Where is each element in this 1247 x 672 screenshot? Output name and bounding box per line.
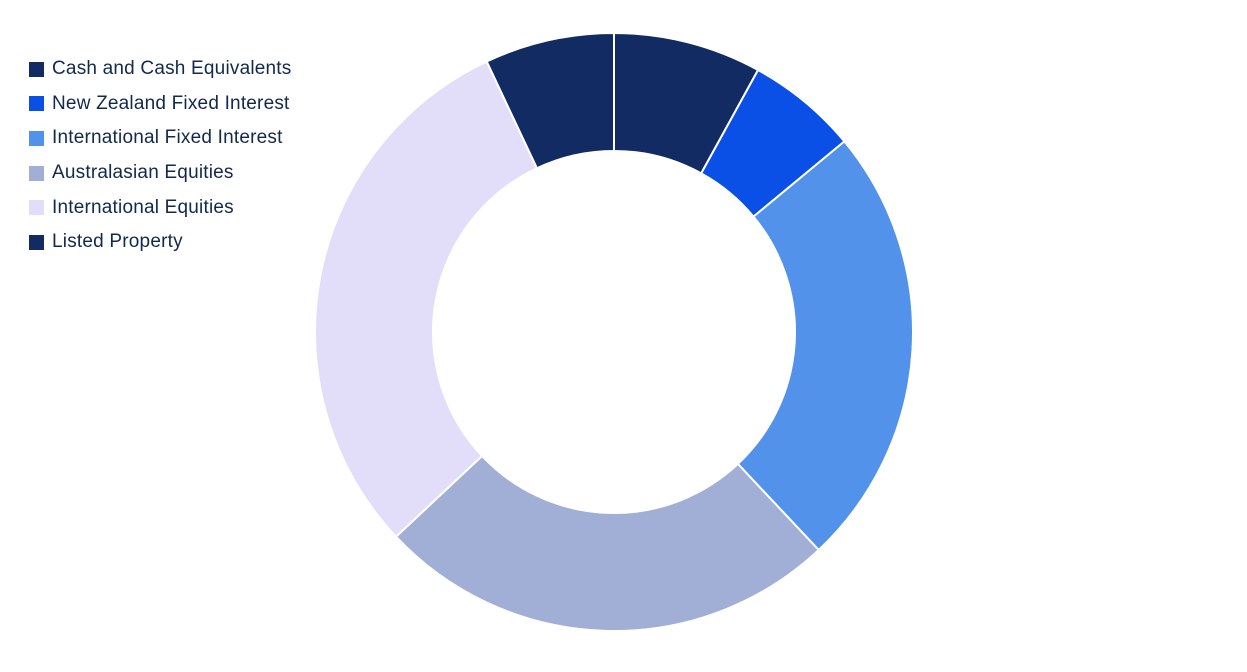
donut-slice-australasian-equities[interactable] xyxy=(394,454,821,632)
legend-swatch-cash xyxy=(29,61,44,77)
legend-item-intl-equities: International Equities xyxy=(29,190,291,225)
legend-swatch-intl-equities xyxy=(29,200,44,216)
legend-label-intl-equities: International Equities xyxy=(52,196,234,218)
legend-swatch-listed-property xyxy=(29,234,44,250)
legend-label-intl-fixed-interest: International Fixed Interest xyxy=(52,127,283,149)
legend-item-australasian-equities: Australasian Equities xyxy=(29,156,291,191)
donut-slice-international-fixed-interest[interactable] xyxy=(736,140,914,552)
donut-slice-listed-property[interactable] xyxy=(485,31,615,170)
legend-swatch-nz-fixed-interest xyxy=(29,96,44,112)
legend-item-nz-fixed-interest: New Zealand Fixed Interest xyxy=(29,87,291,122)
donut-slice-international-equities[interactable] xyxy=(313,60,539,539)
legend-label-cash: Cash and Cash Equivalents xyxy=(52,58,292,80)
legend-label-listed-property: Listed Property xyxy=(52,231,183,253)
legend-label-australasian-equities: Australasian Equities xyxy=(52,162,234,184)
legend-item-intl-fixed-interest: International Fixed Interest xyxy=(29,121,291,156)
legend-swatch-australasian-equities xyxy=(29,165,44,181)
legend-item-cash: Cash and Cash Equivalents xyxy=(29,52,291,87)
legend-item-listed-property: Listed Property xyxy=(29,225,291,260)
chart-legend: Cash and Cash Equivalents New Zealand Fi… xyxy=(29,52,291,260)
legend-swatch-intl-fixed-interest xyxy=(29,130,44,146)
legend-label-nz-fixed-interest: New Zealand Fixed Interest xyxy=(52,92,290,114)
